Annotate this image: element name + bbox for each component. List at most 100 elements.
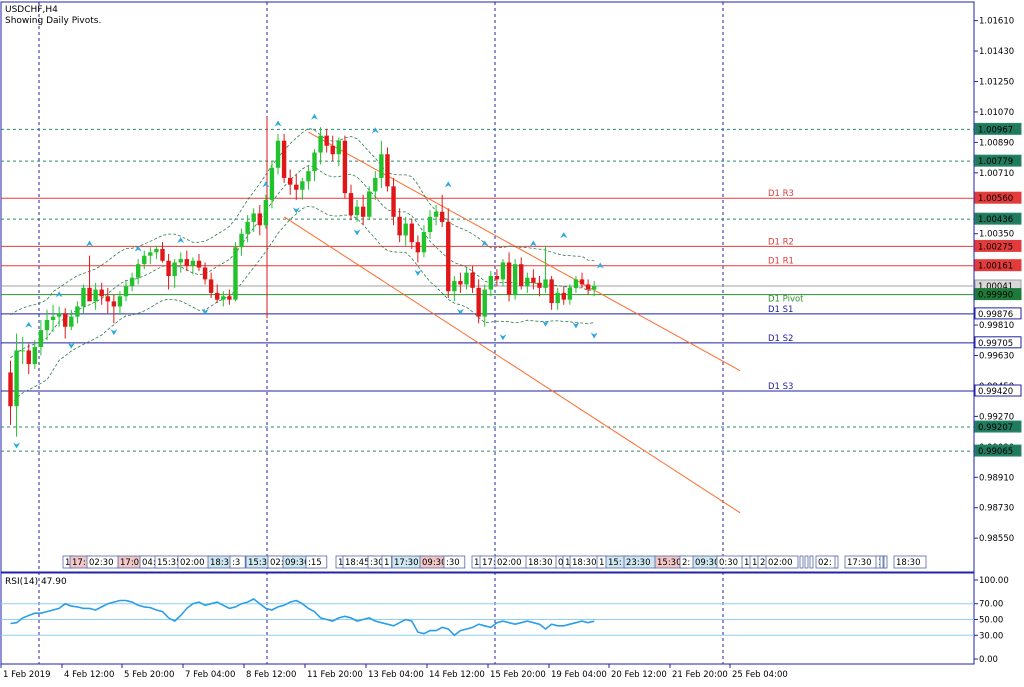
event-marker-label: 18:45 [345, 558, 370, 568]
event-marker-label: 18:30 [572, 558, 597, 568]
fractal-up-icon [560, 232, 568, 239]
rsi-line [10, 598, 595, 637]
candle-body [403, 223, 408, 236]
event-marker[interactable] [879, 555, 884, 569]
candle-body [585, 284, 591, 290]
fractal-up-icon [596, 262, 604, 269]
candle-body [196, 260, 202, 268]
fractal-up-icon [371, 127, 379, 134]
y-tick-label: 1.01070 [979, 108, 1014, 118]
event-marker-label: 2: [682, 558, 690, 568]
candle-body [294, 184, 299, 190]
event-marker[interactable] [834, 555, 839, 569]
fractal-down-icon [456, 308, 464, 315]
candle-body [555, 292, 560, 304]
event-marker[interactable] [804, 555, 809, 569]
event-marker[interactable] [809, 555, 814, 569]
event-marker-label: :3 [232, 558, 240, 568]
x-tick-label: 7 Feb 04:00 [185, 670, 235, 680]
event-marker[interactable] [443, 555, 466, 569]
candle-body [458, 281, 463, 285]
x-tick-label: 14 Feb 12:00 [429, 670, 485, 680]
price-tag [974, 212, 1022, 225]
event-marker-label: 02: [270, 558, 284, 568]
fractal-up-icon [529, 240, 537, 247]
x-tick-label: 20 Feb 12:00 [611, 670, 667, 680]
price-tag [974, 384, 1022, 397]
fractal-up-icon [55, 291, 63, 298]
pivot-label: D1 S1 [768, 305, 793, 315]
event-marker-label: 15: [608, 558, 622, 568]
event-marker[interactable] [305, 555, 328, 569]
event-marker-label: :30 [446, 558, 460, 568]
candle-body [14, 350, 19, 407]
candle-body [433, 211, 439, 217]
price-tag-label: 1.00560 [978, 194, 1013, 204]
candle-body [123, 286, 129, 297]
rsi-title: RSI(14) 47.90 [5, 577, 67, 587]
price-tag [974, 444, 1022, 457]
candle-body [300, 181, 305, 190]
candle-body [306, 171, 311, 182]
candle-body [360, 206, 366, 217]
candle-body [482, 289, 487, 317]
candle-body [154, 248, 159, 253]
candle-body [312, 152, 317, 172]
event-marker[interactable] [799, 555, 804, 569]
envelope-lower [10, 205, 595, 405]
candle-body [20, 350, 25, 352]
candle-body [549, 279, 554, 304]
candle-body [275, 140, 281, 168]
candle-body [567, 287, 573, 300]
candle-body [415, 242, 421, 253]
rsi-y-tick-label: 0.00 [979, 655, 998, 665]
event-marker-label: 1 [752, 558, 757, 568]
price-tag [974, 288, 1022, 301]
candle-body [318, 135, 323, 153]
event-marker-label: 1 [599, 558, 604, 568]
candle-body [208, 279, 214, 293]
candle-body [543, 279, 548, 288]
event-marker-label: 02:00 [768, 558, 793, 568]
fractal-up-icon [274, 120, 282, 127]
event-marker-label: 17:01 [120, 558, 145, 568]
event-marker[interactable] [883, 555, 888, 569]
x-tick-label: 19 Feb 04:00 [551, 670, 607, 680]
event-marker-label: 17: [72, 558, 86, 568]
candle-body [287, 177, 293, 185]
main-plot-frame [0, 1, 975, 573]
candle-body [561, 292, 566, 300]
candle-body [500, 262, 506, 280]
event-marker[interactable] [765, 555, 799, 569]
fractal-down-icon [67, 342, 75, 349]
price-tag-label: 1.00161 [978, 262, 1013, 272]
y-tick-label: 1.00710 [979, 169, 1014, 179]
x-tick-label: 4 Feb 12:00 [64, 670, 114, 680]
x-tick-label: 13 Feb 04:00 [368, 670, 424, 680]
event-marker-label: 17:30 [394, 558, 419, 568]
event-marker[interactable] [229, 555, 246, 569]
fractal-up-icon [481, 240, 489, 247]
candle-body [336, 140, 342, 155]
candle-body [488, 276, 494, 290]
price-tag [974, 122, 1022, 135]
candle-body [537, 282, 542, 288]
fractal-down-icon [572, 322, 580, 329]
fractal-down-icon [499, 334, 507, 341]
event-marker-label: 15:30 [248, 558, 273, 568]
y-tick-label: 0.98550 [979, 534, 1014, 544]
candle-body [354, 206, 360, 216]
candle-body [166, 260, 171, 277]
y-tick-label: 0.98910 [979, 473, 1014, 483]
candle-body [379, 154, 384, 178]
price-tag-label: 1.00275 [978, 242, 1013, 252]
fractal-up-icon [86, 240, 94, 247]
event-marker[interactable] [893, 555, 927, 569]
fractal-down-icon [353, 229, 361, 236]
fractal-down-icon [542, 320, 550, 327]
candle-body [494, 276, 500, 280]
envelope-upper [10, 127, 595, 316]
price-tag-label: 1.00436 [978, 215, 1013, 225]
